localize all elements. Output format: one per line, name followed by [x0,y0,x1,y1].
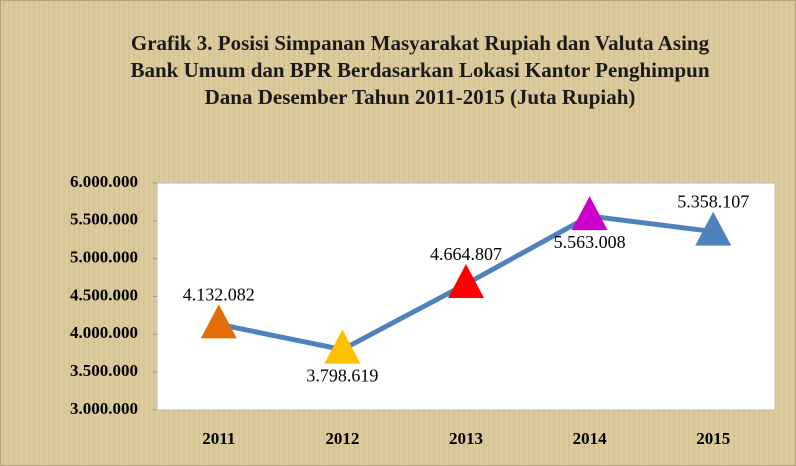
marker [324,329,361,364]
value-label: 5.358.107 [677,192,749,212]
value-label: 3.798.619 [306,366,378,386]
y-tick-label: 3.000.000 [70,399,138,418]
x-tick-label: 2015 [696,429,730,448]
x-tick-label: 2014 [573,429,608,448]
marker [571,196,608,231]
value-label: 4.132.082 [183,284,255,304]
y-tick-label: 4.000.000 [70,323,138,342]
y-tick-label: 6.000.000 [70,172,138,191]
y-tick-label: 5.000.000 [70,248,138,267]
marker [200,304,237,339]
y-tick-label: 5.500.000 [70,210,138,229]
chart-title: Grafik 3. Posisi Simpanan Masyarakat Rup… [130,31,710,109]
x-tick-label: 2011 [202,429,235,448]
marker [695,211,732,246]
x-tick-label: 2012 [325,429,359,448]
y-tick-label: 3.500.000 [70,361,138,380]
y-tick-label: 4.500.000 [70,285,138,304]
value-label: 5.563.008 [554,232,626,252]
marker [448,264,484,299]
value-label: 4.664.807 [430,244,502,264]
x-tick-label: 2013 [449,429,483,448]
